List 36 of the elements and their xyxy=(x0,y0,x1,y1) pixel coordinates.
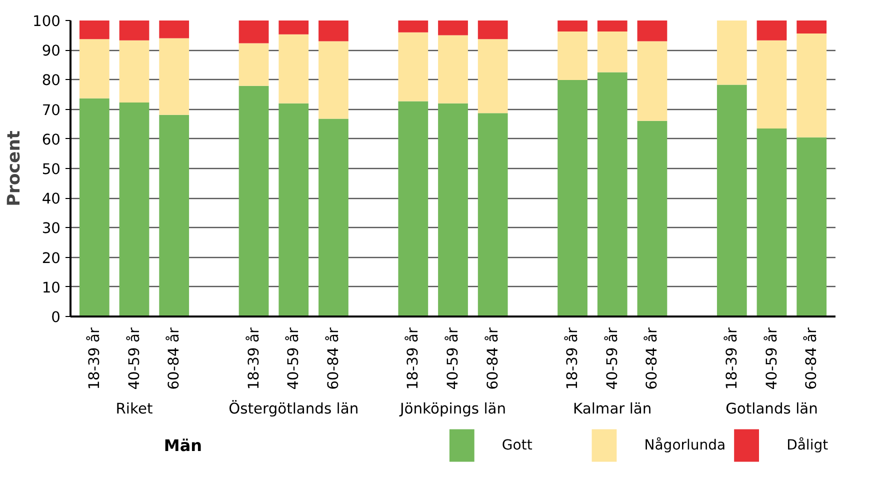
x-tick-label: 40-59 år xyxy=(604,326,621,390)
y-tick-label: 40 xyxy=(42,190,61,208)
x-tick-label: 40-59 år xyxy=(126,326,143,390)
y-tick-label: 10 xyxy=(42,279,61,296)
text: Män xyxy=(164,436,202,455)
y-tick-label: 80 xyxy=(42,72,61,90)
y-tick-label: 90 xyxy=(42,42,61,60)
y-axis-title: Procent xyxy=(4,130,25,206)
x-tick-label: 40-59 år xyxy=(444,326,462,390)
x-tick-label: 18-39 år xyxy=(245,326,262,390)
x-tick-label: 18-39 år xyxy=(564,326,582,390)
y-tick-label: 100 xyxy=(32,13,61,30)
x-tick-label: 60-84 år xyxy=(166,326,183,390)
text: Östergötlands län xyxy=(228,400,359,418)
x-tick-label: 40-59 år xyxy=(285,326,302,390)
y-tick-label: 0 xyxy=(51,309,61,326)
x-tick-label: 18-39 år xyxy=(723,326,740,390)
legend-label: Dåligt xyxy=(786,436,829,454)
text: Gotlands län xyxy=(726,400,818,418)
y-tick-label: 60 xyxy=(42,131,61,148)
x-tick-label: 18-39 år xyxy=(404,326,422,390)
text: Jönköpings län xyxy=(398,400,506,418)
text: Kalmar län xyxy=(573,400,652,418)
x-tick-label: 60-84 år xyxy=(644,326,661,390)
text: Riket xyxy=(116,400,153,418)
y-tick-label: 50 xyxy=(42,161,61,178)
y-tick-label: 30 xyxy=(42,220,61,238)
x-tick-label: 60-84 år xyxy=(324,326,342,390)
x-tick-label: 60-84 år xyxy=(803,326,820,390)
x-tick-label: 60-84 år xyxy=(484,326,502,390)
legend-label: Någorlunda xyxy=(644,436,726,454)
y-tick-label: 20 xyxy=(42,250,61,267)
y-tick-label: 70 xyxy=(42,102,61,119)
x-tick-label: 18-39 år xyxy=(86,326,103,390)
x-tick-label: 40-59 år xyxy=(763,326,780,390)
legend-label: Gott xyxy=(502,438,533,454)
